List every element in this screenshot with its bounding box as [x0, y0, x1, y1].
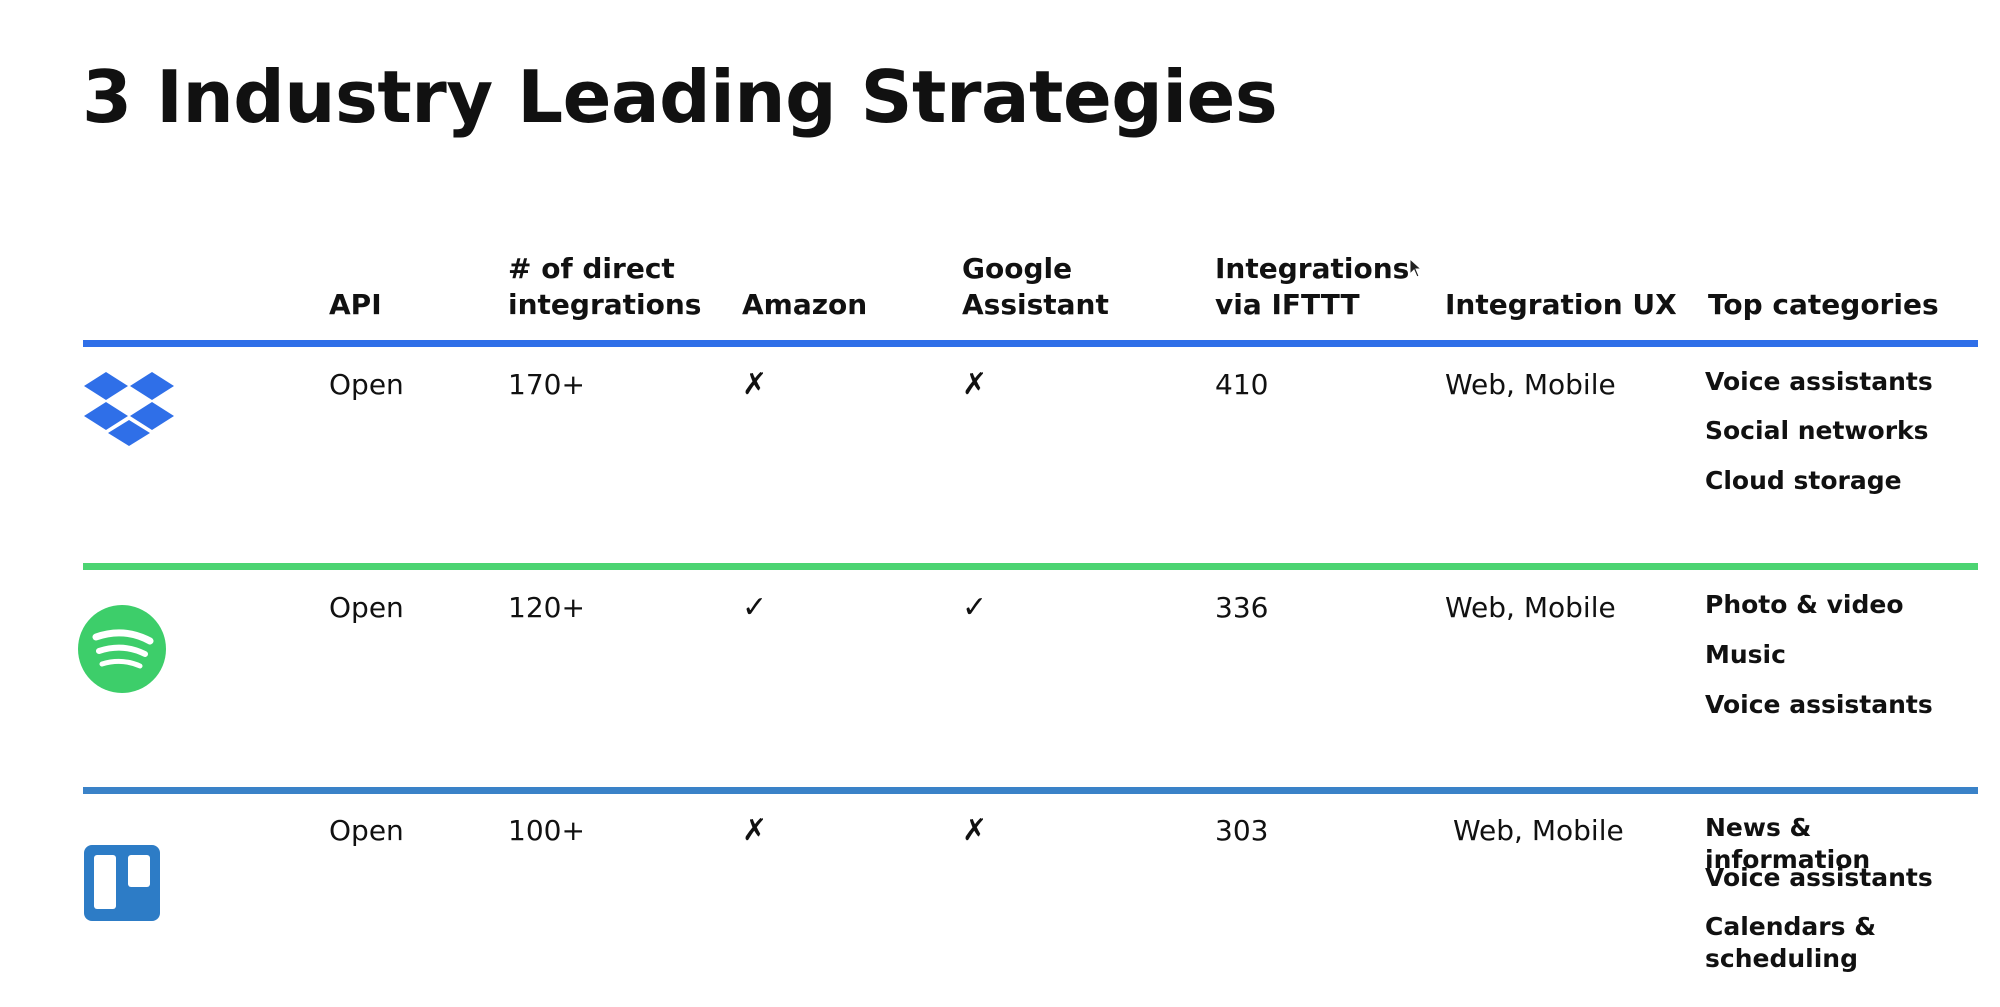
- spotify-logo-icon: [78, 605, 166, 693]
- category-item: Photo & video: [1705, 590, 1904, 619]
- google-cross-icon: ✗: [962, 367, 988, 402]
- header-direct-line2: integrations: [508, 288, 702, 321]
- category-item: Voice assistants: [1705, 367, 1933, 396]
- header-amazon: Amazon: [742, 288, 868, 321]
- direct-integrations-value: 170+: [508, 368, 585, 401]
- header-google-line2: Assistant: [962, 288, 1109, 321]
- integration-ux-value: Web, Mobile: [1445, 368, 1616, 401]
- integration-ux-value: Web, Mobile: [1445, 591, 1616, 624]
- direct-integrations-value: 120+: [508, 591, 585, 624]
- category-item: Music: [1705, 640, 1786, 669]
- integration-ux-value: Web, Mobile: [1453, 814, 1624, 847]
- category-item: scheduling: [1705, 944, 1858, 973]
- page-title: 3 Industry Leading Strategies: [82, 55, 1278, 139]
- amazon-cross-icon: ✗: [742, 813, 768, 848]
- row-divider-spotify: [83, 563, 1978, 570]
- header-google-line1: Google: [962, 252, 1073, 285]
- trello-logo-icon: [84, 845, 160, 921]
- row-divider-dropbox: [83, 340, 1978, 347]
- header-api: API: [329, 288, 382, 321]
- amazon-check-icon: ✓: [742, 590, 768, 625]
- google-cross-icon: ✗: [962, 813, 988, 848]
- ifttt-value: 303: [1215, 814, 1269, 847]
- category-item: Voice assistants: [1705, 690, 1933, 719]
- header-ifttt-line2: via IFTTT: [1215, 288, 1360, 321]
- api-value: Open: [329, 591, 404, 624]
- header-ifttt-line1: Integrations: [1215, 252, 1410, 285]
- category-item: Voice assistants: [1705, 863, 1933, 892]
- dropbox-logo-icon: [84, 372, 174, 446]
- mouse-cursor-icon: [1409, 258, 1423, 278]
- category-item: Social networks: [1705, 416, 1929, 445]
- category-item: Cloud storage: [1705, 466, 1902, 495]
- ifttt-value: 410: [1215, 368, 1269, 401]
- header-integration-ux: Integration UX: [1445, 288, 1677, 321]
- header-top-categories: Top categories: [1708, 288, 1939, 321]
- ifttt-value: 336: [1215, 591, 1269, 624]
- category-item: News & information: [1705, 813, 1871, 874]
- api-value: Open: [329, 814, 404, 847]
- row-divider-trello: [83, 787, 1978, 794]
- direct-integrations-value: 100+: [508, 814, 585, 847]
- google-check-icon: ✓: [962, 590, 988, 625]
- api-value: Open: [329, 368, 404, 401]
- amazon-cross-icon: ✗: [742, 367, 768, 402]
- header-direct-line1: # of direct: [508, 252, 675, 285]
- category-item: Calendars &: [1705, 912, 1877, 941]
